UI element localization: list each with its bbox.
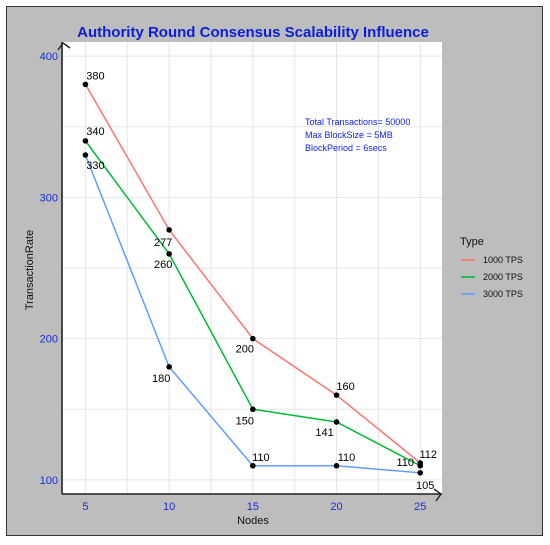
data-point	[333, 462, 340, 469]
legend-title: Type	[460, 236, 484, 248]
legend-entry: 2000 TPS	[483, 272, 523, 282]
data-label: 277	[154, 237, 172, 249]
x-tick-label: 20	[330, 501, 342, 513]
data-label: 380	[86, 70, 104, 82]
y-tick-label: 200	[40, 334, 58, 346]
annotation-line: Max BlockSize = 5MB	[305, 130, 393, 140]
data-label: 260	[154, 259, 172, 271]
data-label: 110	[338, 452, 356, 464]
data-label: 150	[236, 415, 254, 427]
axes: 5 10 15 20 25 100 200 300 400	[40, 42, 442, 513]
data-label: 330	[86, 160, 104, 172]
y-tick-label: 300	[40, 192, 58, 204]
series-layer	[82, 81, 424, 476]
data-label: 110	[396, 457, 414, 469]
data-point	[333, 419, 340, 425]
annotation-line: BlockPeriod = 6secs	[305, 143, 387, 153]
data-label: 105	[416, 480, 434, 492]
data-point	[417, 470, 424, 476]
y-axis-arrow-icon	[57, 42, 71, 51]
data-point	[166, 227, 172, 233]
x-tick-label: 10	[163, 501, 175, 513]
x-axis-label: Nodes	[237, 515, 269, 527]
chart-title: Authority Round Consensus Scalability In…	[77, 24, 429, 41]
data-label: 340	[86, 126, 104, 138]
data-label: 141	[315, 427, 333, 439]
data-point	[250, 335, 256, 342]
data-labels: 380 340 330 277 260 180 200 150 110 160 141 110 112 1…	[86, 70, 437, 491]
x-axis-arrow-icon	[433, 488, 442, 502]
x-tick-label: 5	[82, 501, 88, 513]
data-point	[250, 406, 256, 413]
data-point	[82, 138, 89, 144]
data-point	[250, 462, 256, 469]
annotation-box: Total Transactions= 50000 Max BlockSize …	[305, 117, 410, 153]
y-tick-label: 100	[40, 475, 58, 487]
x-tick-label: 15	[247, 501, 259, 513]
y-tick-label: 400	[40, 51, 58, 63]
grid	[62, 42, 442, 494]
data-label: 160	[336, 381, 354, 393]
data-point	[166, 251, 172, 257]
data-label: 200	[236, 344, 254, 356]
data-label: 180	[152, 373, 170, 385]
annotation-line: Total Transactions= 50000	[305, 117, 410, 127]
data-point	[82, 81, 89, 88]
legend-entry: 1000 TPS	[483, 255, 523, 265]
data-label: 112	[419, 449, 437, 461]
x-tick-label: 25	[414, 501, 426, 513]
legend-entry: 3000 TPS	[483, 289, 523, 299]
data-label: 110	[252, 452, 270, 464]
data-point	[166, 364, 172, 370]
data-point	[82, 152, 89, 158]
data-point	[333, 392, 340, 398]
legend: Type 1000 TPS 2000 TPS 3000 TPS	[460, 236, 523, 299]
y-axis-label: TransactionRate	[24, 230, 36, 310]
data-point	[417, 462, 424, 469]
